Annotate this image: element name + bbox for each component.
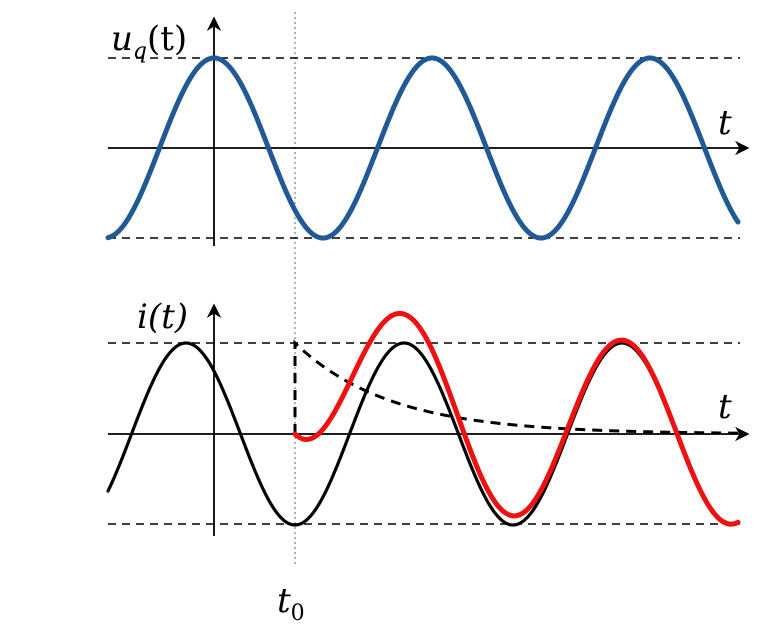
voltage-curve: [105, 55, 741, 241]
bottom-plot: i(t) t: [106, 297, 750, 536]
bottom-x-label: t: [718, 387, 732, 427]
total-current-curve: [292, 310, 741, 527]
top-y-label: uq(t): [111, 19, 187, 64]
bottom-y-label: i(t): [137, 297, 188, 337]
dc-offset-decay-curve: [293, 339, 739, 435]
top-plot: uq(t) t: [105, 16, 750, 246]
top-x-label: t: [718, 103, 732, 143]
t0-label: t0: [277, 581, 305, 626]
